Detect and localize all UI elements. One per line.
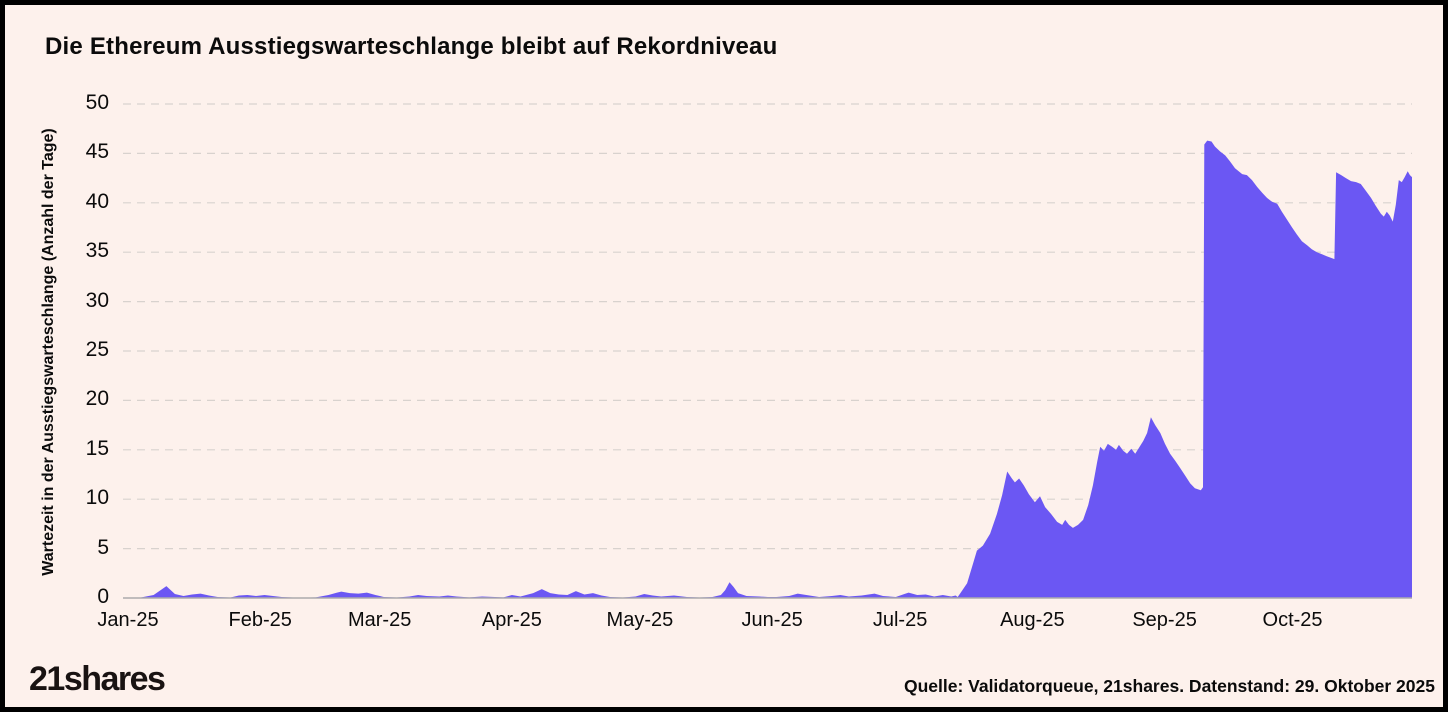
x-tick-label: Mar-25 <box>347 609 412 631</box>
x-tick-label: Apr-25 <box>481 609 542 631</box>
y-tick-label: 15 <box>85 436 109 460</box>
y-tick-label: 30 <box>85 288 109 312</box>
chart-title: Die Ethereum Ausstiegswarteschlange blei… <box>45 33 778 60</box>
y-tick-label: 50 <box>85 91 109 114</box>
x-tick-label: May-25 <box>606 609 674 631</box>
y-tick-label: 45 <box>85 140 109 164</box>
area-chart <box>123 103 1412 599</box>
source-note: Quelle: Validatorqueue, 21shares. Datens… <box>903 676 1435 696</box>
y-tick-label: 10 <box>85 486 109 510</box>
x-tick-label: Jun-25 <box>741 609 803 631</box>
y-tick-label: 5 <box>97 535 109 559</box>
x-tick-label: Jul-25 <box>872 609 928 631</box>
area-series <box>128 140 1412 598</box>
y-tick-label: 35 <box>85 239 109 263</box>
y-tick-label: 20 <box>85 387 109 411</box>
x-tick-label: Feb-25 <box>228 609 292 631</box>
21shares-logo: 21shares <box>29 660 166 698</box>
y-tick-label: 25 <box>85 338 109 361</box>
x-tick-label: Sep-25 <box>1132 609 1197 631</box>
y-tick-label: 0 <box>97 585 109 608</box>
x-tick-label: Aug-25 <box>1000 609 1065 631</box>
y-tick-label: 40 <box>85 189 109 213</box>
x-tick-label: Oct-25 <box>1262 609 1323 631</box>
x-tick-label: Jan-25 <box>97 609 159 631</box>
